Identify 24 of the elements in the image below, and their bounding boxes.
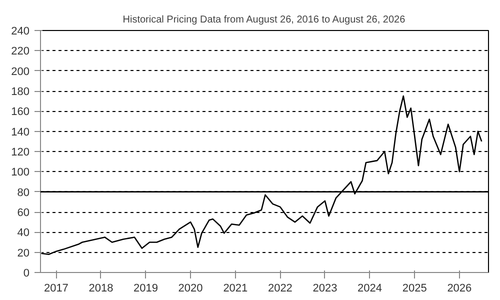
x-tick-label: 2019 <box>134 282 158 294</box>
y-tick-label: 20 <box>17 247 30 260</box>
y-tick-label: 200 <box>11 66 30 78</box>
x-tick-label: 2023 <box>312 282 338 294</box>
chart-title: Historical Pricing Data from August 26, 2016 to August 26, 2026 <box>122 14 406 26</box>
x-tick-label: 2020 <box>178 282 203 294</box>
y-tick-label: 100 <box>11 166 30 179</box>
x-tick-label: 2026 <box>447 282 472 294</box>
x-tick-label: 2024 <box>358 282 382 294</box>
x-tick-label: 2022 <box>268 282 292 294</box>
y-tick-label: 120 <box>11 146 30 158</box>
x-tick-label: 2018 <box>88 282 114 294</box>
y-tick-label: 240 <box>11 26 30 38</box>
y-tick-label: 220 <box>11 46 30 58</box>
y-tick-label: 180 <box>11 86 30 98</box>
x-tick-label: 2021 <box>223 282 248 294</box>
y-tick-label: 140 <box>11 126 30 138</box>
y-tick-label: 160 <box>11 106 30 118</box>
y-tick-label: 0 <box>23 268 30 280</box>
y-tick-label: 60 <box>17 207 30 219</box>
y-tick-label: 80 <box>17 186 30 199</box>
x-tick-label: 2017 <box>44 282 68 294</box>
x-tick-label: 2025 <box>402 282 427 294</box>
y-tick-label: 40 <box>17 227 30 240</box>
